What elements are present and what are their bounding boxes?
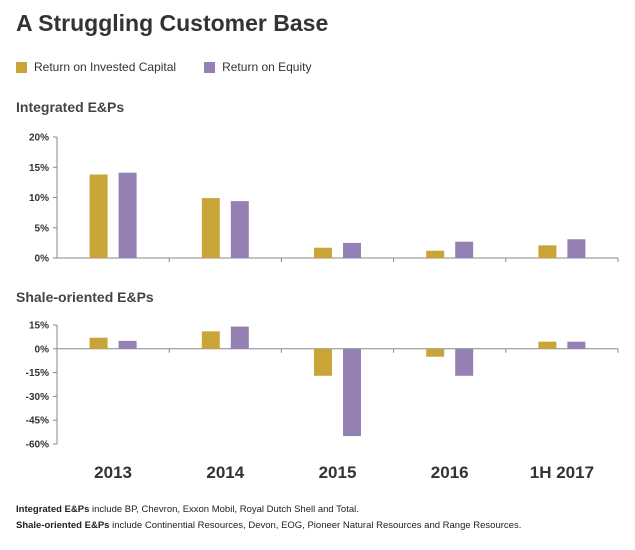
bar-roe — [230, 201, 249, 258]
bar-roic — [201, 331, 220, 349]
y-tick-label: 5% — [35, 223, 50, 234]
x-category-label: 1H 2017 — [530, 463, 594, 482]
footnote-integrated: Integrated E&Ps include BP, Chevron, Exx… — [16, 504, 359, 515]
bar-roe — [118, 172, 137, 258]
bar-roic — [201, 198, 220, 258]
y-tick-label: 10% — [29, 193, 49, 204]
bar-roic — [314, 348, 332, 376]
y-tick-label: 0% — [35, 344, 50, 355]
legend-label-roe: Return on Equity — [222, 60, 312, 74]
y-tick-label: -15% — [26, 368, 49, 379]
bar-roe — [118, 340, 137, 349]
y-tick-label: 0% — [35, 254, 50, 265]
footnote-shale-term: Shale-oriented E&Ps — [16, 520, 110, 531]
footnote-shale: Shale-oriented E&Ps include Continential… — [16, 520, 521, 531]
legend-item-roic: Return on Invested Capital — [16, 60, 176, 74]
y-tick-label: -30% — [26, 392, 49, 403]
footnote-integrated-text: include BP, Chevron, Exxon Mobil, Royal … — [89, 504, 359, 515]
x-category-label: 2013 — [94, 463, 132, 482]
bar-roic — [538, 245, 557, 258]
bar-roic — [538, 341, 557, 349]
legend-label-roic: Return on Invested Capital — [34, 60, 177, 74]
bar-roe — [343, 348, 361, 437]
panel-title-integrated: Integrated E&Ps — [16, 99, 125, 115]
y-tick-label: 20% — [29, 133, 49, 144]
bar-roic — [314, 247, 332, 258]
x-category-label: 2016 — [431, 463, 469, 482]
bar-roic — [426, 348, 445, 357]
bar-roic — [89, 174, 108, 258]
bar-roe — [455, 348, 474, 376]
x-category-label: 2014 — [206, 463, 244, 482]
chart-title: A Struggling Customer Base — [16, 10, 329, 36]
legend-swatch-roe — [204, 61, 216, 73]
bar-roic — [89, 337, 108, 349]
bar-roe — [455, 241, 474, 258]
y-tick-label: 15% — [29, 163, 49, 174]
panel-title-shale: Shale-oriented E&Ps — [16, 289, 154, 305]
legend-item-roe: Return on Equity — [204, 60, 311, 74]
y-tick-label: -60% — [26, 440, 49, 451]
bar-roe — [343, 242, 361, 258]
bar-roe — [567, 239, 586, 258]
footnote-integrated-term: Integrated E&Ps — [16, 504, 90, 515]
x-category-label: 2015 — [319, 463, 357, 482]
bar-roe — [567, 341, 586, 349]
bar-roe — [230, 326, 249, 349]
y-tick-label: -45% — [26, 416, 49, 427]
bar-roic — [426, 250, 445, 258]
footnote-shale-text: include Continential Resources, Devon, E… — [109, 520, 522, 531]
y-tick-label: 15% — [29, 321, 49, 332]
legend-swatch-roic — [16, 61, 27, 73]
legend: Return on Invested Capital Return on Equ… — [16, 60, 311, 74]
